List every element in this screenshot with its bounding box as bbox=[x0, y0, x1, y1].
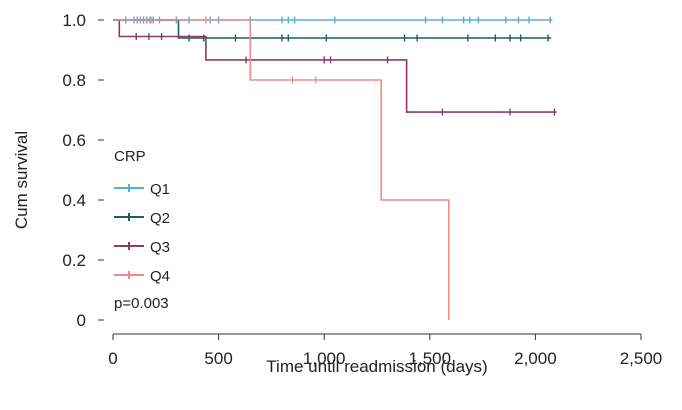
x-tick-label: 1,000 bbox=[303, 349, 346, 368]
y-tick-label: 0.2 bbox=[62, 251, 86, 270]
x-tick-label: 0 bbox=[108, 349, 117, 368]
x-tick-label: 500 bbox=[204, 349, 232, 368]
series-q2 bbox=[113, 19, 552, 42]
axes: 0 500 1,000 1,500 2,000 2,500 0 0.2 0.4 0.6 0.8 1.0 bbox=[62, 11, 662, 368]
survival-curve-q3 bbox=[113, 19, 557, 113]
legend-items: Q1 Q2 Q3 Q4 bbox=[114, 181, 170, 285]
legend: CRP Q1 Q2 Q3 Q4 p=0.003 bbox=[114, 148, 170, 312]
y-tick-label: 1.0 bbox=[62, 11, 86, 30]
legend-label: Q4 bbox=[150, 268, 170, 285]
y-tick-label: 0.8 bbox=[62, 71, 86, 90]
legend-item-q2: Q2 bbox=[114, 210, 170, 227]
x-tick-label: 2,500 bbox=[620, 349, 663, 368]
p-value-annotation: p=0.003 bbox=[114, 295, 169, 312]
y-tick-label: 0.6 bbox=[62, 131, 86, 150]
y-axis-title: Cum survival bbox=[12, 131, 31, 229]
legend-label: Q3 bbox=[150, 239, 170, 256]
legend-item-q1: Q1 bbox=[114, 181, 170, 198]
series-q4 bbox=[113, 16, 450, 320]
legend-title: CRP bbox=[114, 148, 146, 165]
y-tick-label: 0 bbox=[77, 311, 86, 330]
legend-item-q4: Q4 bbox=[114, 268, 170, 285]
legend-item-q3: Q3 bbox=[114, 239, 170, 256]
survival-curve-q4 bbox=[113, 19, 450, 320]
x-tick-label: 2,000 bbox=[514, 349, 557, 368]
y-tick-label: 0.4 bbox=[62, 191, 86, 210]
legend-label: Q2 bbox=[150, 210, 170, 227]
series-layer bbox=[113, 16, 557, 320]
x-tick-label: 1,500 bbox=[409, 349, 452, 368]
survival-curve-q2 bbox=[113, 19, 552, 39]
legend-label: Q1 bbox=[150, 181, 170, 198]
series-q3 bbox=[113, 19, 557, 116]
x-axis-title: Time until readmission (days) bbox=[266, 357, 487, 376]
